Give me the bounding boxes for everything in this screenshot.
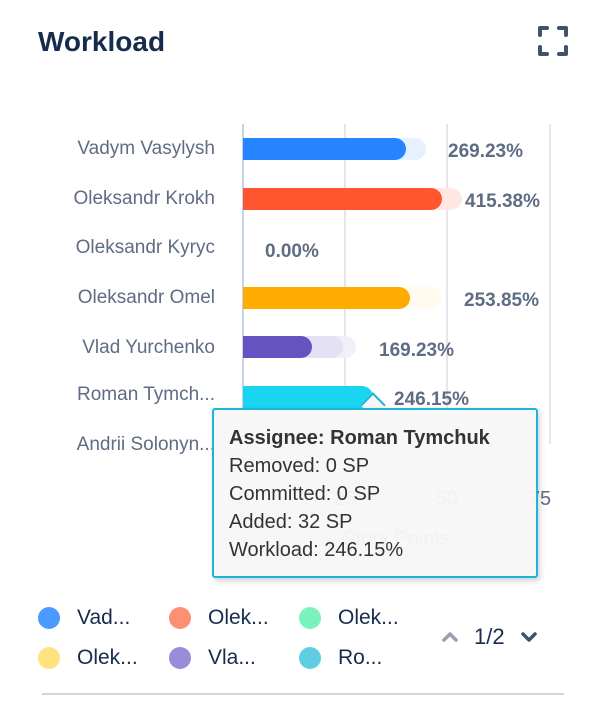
y-label: Oleksandr Omel: [77, 287, 215, 308]
legend-dot-icon: [38, 607, 60, 629]
y-label: Oleksandr Kyryc: [75, 237, 215, 258]
y-axis-line: [242, 124, 244, 444]
legend-item[interactable]: Olek...: [299, 606, 399, 630]
legend-label: Vad...: [77, 606, 131, 629]
bar-value-label: 415.38%: [465, 191, 541, 212]
gridline-25: [344, 124, 346, 444]
bar-oleksandr-krokh[interactable]: [243, 188, 442, 210]
bar-chart: Vadym Vasylysh 269.23% Oleksandr Krokh 4…: [73, 124, 551, 550]
y-label: Roman Tymch...: [77, 384, 215, 405]
y-label: Andrii Solonyn...: [76, 434, 215, 455]
legend-item[interactable]: Vla...: [169, 646, 256, 670]
bar-value-label: 269.23%: [448, 141, 524, 162]
tooltip-line: Added: 32 SP: [229, 511, 353, 533]
legend-item[interactable]: Olek...: [169, 606, 269, 630]
chevron-up-icon[interactable]: [440, 627, 460, 647]
y-label: Vadym Vasylysh: [77, 138, 215, 159]
legend-dot-icon: [169, 647, 191, 669]
bar-value-label: 246.15%: [394, 389, 470, 410]
bar-roman[interactable]: [243, 386, 373, 408]
legend-page-indicator: 1/2: [474, 624, 505, 649]
legend-item[interactable]: Vad...: [38, 606, 130, 630]
tooltip-line: Removed: 0 SP: [229, 455, 370, 477]
bar-oleksandr-omel[interactable]: [243, 287, 410, 309]
y-label: Vlad Yurchenko: [82, 337, 215, 358]
legend-label: Vla...: [208, 646, 256, 669]
bar-value-label: 0.00%: [265, 241, 319, 262]
legend-pager: 1/2: [440, 624, 539, 650]
legend-dot-icon: [169, 607, 191, 629]
chart-tooltip: Assignee: Roman Tymchuk Removed: 0 SP Co…: [212, 408, 538, 578]
bar-vlad[interactable]: [243, 336, 312, 358]
widget-title: Workload: [38, 26, 166, 57]
y-label: Oleksandr Krokh: [73, 188, 215, 209]
legend-label: Olek...: [208, 606, 269, 629]
gridline-50: [446, 124, 448, 444]
legend-dot-icon: [299, 647, 321, 669]
bar-vadym[interactable]: [243, 138, 406, 160]
legend-label: Ro...: [338, 646, 383, 669]
legend-item[interactable]: Olek...: [38, 646, 138, 670]
bar-value-label: 169.23%: [379, 340, 455, 361]
tooltip-title: Assignee: Roman Tymchuk: [229, 427, 490, 449]
tooltip-line: Workload: 246.15%: [229, 539, 404, 561]
legend-dot-icon: [299, 607, 321, 629]
gridline-75: [549, 124, 551, 444]
fullscreen-icon[interactable]: [537, 25, 569, 57]
legend-item[interactable]: Ro...: [299, 646, 382, 670]
bar-value-label: 253.85%: [464, 290, 540, 311]
legend-dot-icon: [38, 647, 60, 669]
tooltip-line: Committed: 0 SP: [229, 483, 381, 505]
divider: [42, 693, 564, 695]
legend-label: Olek...: [77, 646, 138, 669]
chevron-down-icon[interactable]: [519, 627, 539, 647]
legend-label: Olek...: [338, 606, 399, 629]
